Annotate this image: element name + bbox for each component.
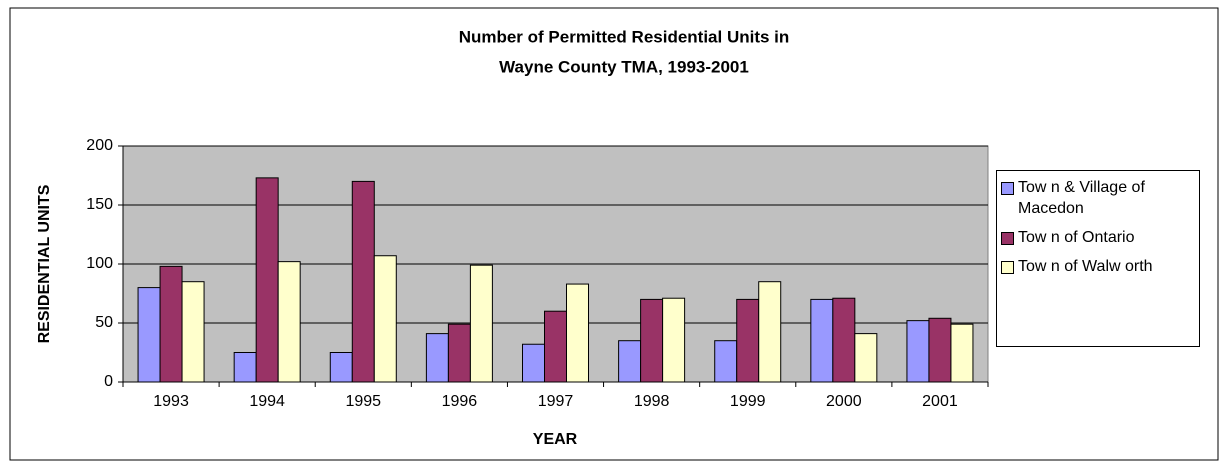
chart-title: Wayne County TMA, 1993-2001 [499,57,749,76]
x-tick-label: 1995 [345,393,381,410]
y-tick-label: 100 [86,255,113,272]
bar [566,283,589,383]
x-tick-label: 1999 [730,393,766,410]
bar [544,310,567,383]
legend-swatch [1001,232,1014,245]
bar [854,333,878,383]
bar [618,340,642,383]
bar [906,320,930,383]
bar [181,281,205,383]
legend-swatch [1001,182,1014,195]
x-tick-label: 1997 [538,393,574,410]
bar [736,298,760,383]
legend-label: Tow n & Village of Macedon [1018,179,1145,217]
y-tick-label: 50 [95,314,113,331]
y-tick-label: 0 [104,373,113,390]
bar [255,177,279,383]
bar [832,297,856,383]
bar [928,317,952,383]
x-tick-label: 1994 [249,393,285,410]
legend: Tow n & Village of Macedon Tow n of Ontar… [996,170,1200,347]
legend-item: Tow n of Walw orth [1001,256,1195,277]
x-tick-label: 2001 [922,393,958,410]
bar [425,333,449,383]
chart-title: Number of Permitted Residential Units in [459,27,790,46]
x-tick-label: 1996 [442,393,478,410]
x-tick-label: 1998 [634,393,670,410]
bar [159,265,183,383]
bar [758,281,782,383]
bar [522,343,545,383]
x-tick-label: 2000 [826,393,862,410]
bar [662,297,686,383]
y-tick-label: 150 [86,196,113,213]
bar [714,340,738,383]
legend-label: Tow n of Walw orth [1018,258,1153,275]
legend-swatch [1001,261,1014,274]
bar [277,261,301,383]
legend-item: Tow n of Ontario [1001,227,1195,248]
bar [469,264,493,383]
y-axis-label: RESIDENTIAL UNITS [36,184,53,343]
legend-label: Tow n of Ontario [1018,229,1135,246]
bar [950,323,974,383]
bar [447,323,471,383]
bar [329,352,353,383]
bar [351,180,375,383]
bar [640,298,664,383]
x-tick-label: 1993 [153,393,189,410]
legend-item: Tow n & Village of Macedon [1001,177,1195,219]
bar [373,255,397,383]
x-axis-label: YEAR [533,431,578,448]
bar [233,352,257,383]
bar [810,298,834,383]
y-tick-label: 200 [86,137,113,154]
bar [137,287,161,383]
